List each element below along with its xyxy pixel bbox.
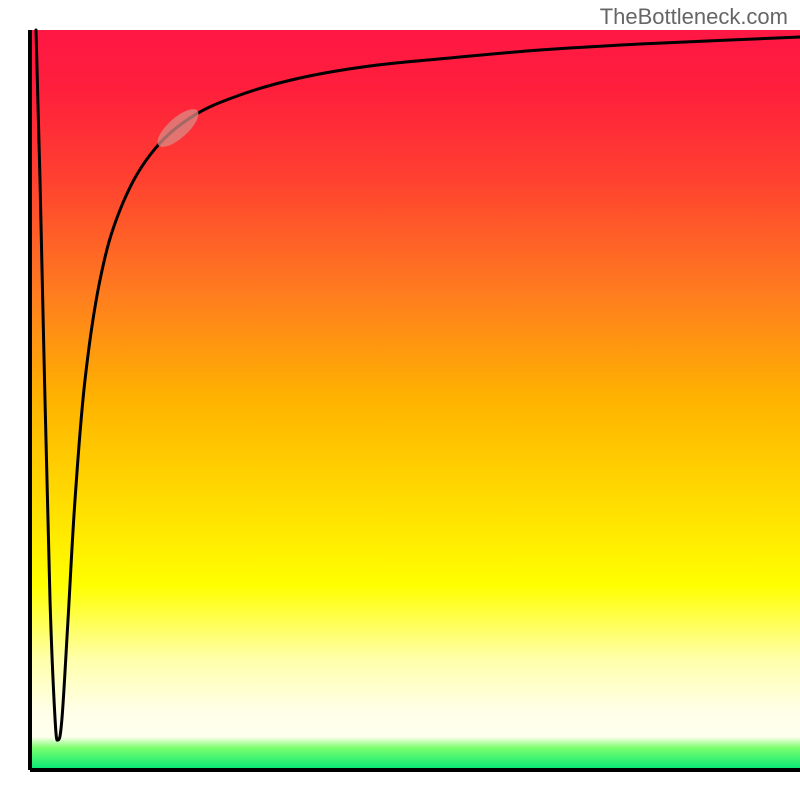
watermark-text: TheBottleneck.com [600, 4, 788, 30]
bottleneck-chart [0, 0, 800, 800]
plot-background [30, 30, 800, 770]
chart-svg [0, 0, 800, 800]
